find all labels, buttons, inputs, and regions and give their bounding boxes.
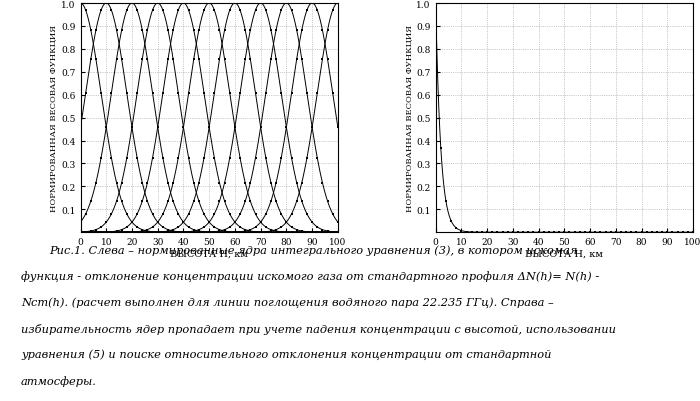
Text: избирательность ядер пропадает при учете падения концентрации с высотой, использ: избирательность ядер пропадает при учете… bbox=[21, 323, 616, 334]
Text: функция - отклонение концентрации искомого газа от стандартного профиля ΔN(h)= N: функция - отклонение концентрации искомо… bbox=[21, 271, 599, 282]
X-axis label: ВЫСОТА H, км: ВЫСОТА H, км bbox=[170, 249, 248, 258]
Text: Nст(h). (расчет выполнен для линии поглощения водяного пара 22.235 ГГц). Справа : Nст(h). (расчет выполнен для линии погло… bbox=[21, 297, 554, 308]
Text: уравнения (5) и поиске относительного отклонения концентрации от стандартной: уравнения (5) и поиске относительного от… bbox=[21, 349, 552, 360]
Y-axis label: НОРМИРОВАННАЯ ВЕСОВАЯ ФУНКЦИЯ: НОРМИРОВАННАЯ ВЕСОВАЯ ФУНКЦИЯ bbox=[405, 25, 414, 212]
Text: атмосферы.: атмосферы. bbox=[21, 375, 97, 386]
X-axis label: ВЫСОТА H, км: ВЫСОТА H, км bbox=[526, 249, 603, 258]
Text: Рис.1. Слева – нормированные ядра интегрального уравнения (3), в котором искомая: Рис.1. Слева – нормированные ядра интегр… bbox=[49, 245, 577, 255]
Y-axis label: НОРМИРОВАННАЯ ВЕСОВАЯ ФУНКЦИЯ: НОРМИРОВАННАЯ ВЕСОВАЯ ФУНКЦИЯ bbox=[50, 25, 58, 212]
